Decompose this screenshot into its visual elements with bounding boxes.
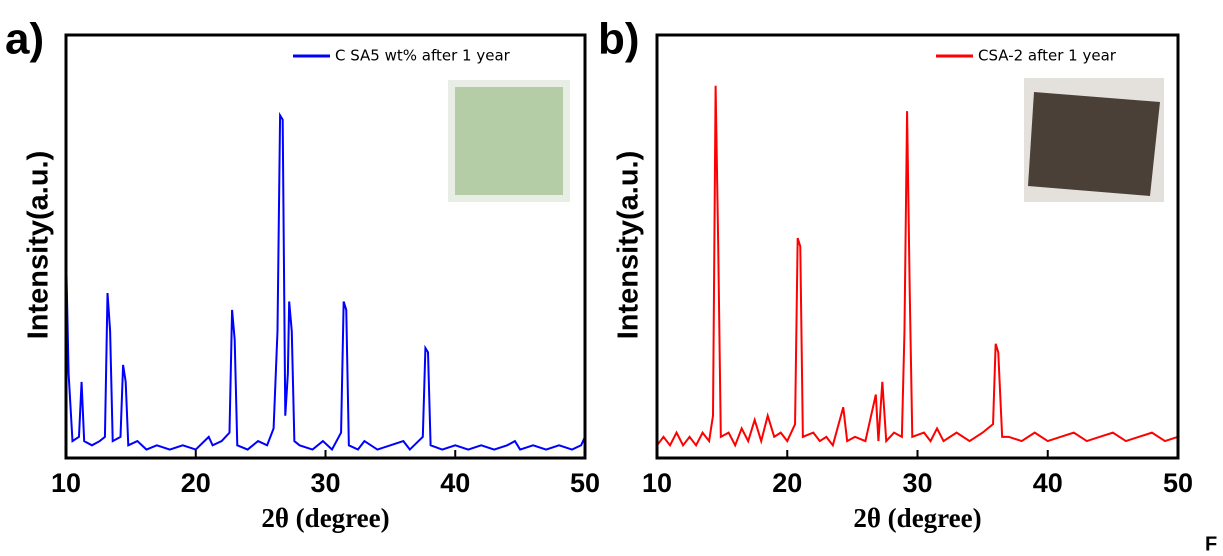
x-tick-label: 40 [1033, 468, 1063, 498]
legend-label: CSA-2 after 1 year [978, 47, 1117, 65]
panel-label: b) [598, 15, 640, 64]
x-axis-label: 2θ (degree) [853, 503, 981, 533]
inset-sample [455, 87, 563, 195]
x-tick-label: 40 [440, 468, 470, 498]
x-tick-label: 50 [570, 468, 600, 498]
x-tick-label: 50 [1163, 468, 1193, 498]
x-tick-label: 30 [902, 468, 932, 498]
x-tick-label: 10 [642, 468, 672, 498]
data-line [656, 85, 1179, 448]
inset-sample [1028, 92, 1160, 196]
legend-label: C SA5 wt% after 1 year [335, 47, 511, 65]
corner-text: F [1205, 533, 1217, 555]
x-axis-label: 2θ (degree) [261, 503, 389, 533]
y-axis-label: Intensity(a.u.) [613, 151, 645, 340]
x-tick-label: 20 [181, 468, 211, 498]
panel-label: a) [5, 15, 44, 64]
x-tick-label: 30 [310, 468, 340, 498]
x-tick-label: 10 [51, 468, 81, 498]
x-tick-label: 20 [772, 468, 802, 498]
data-line [65, 111, 586, 452]
y-axis-label: Intensity(a.u.) [23, 151, 55, 340]
